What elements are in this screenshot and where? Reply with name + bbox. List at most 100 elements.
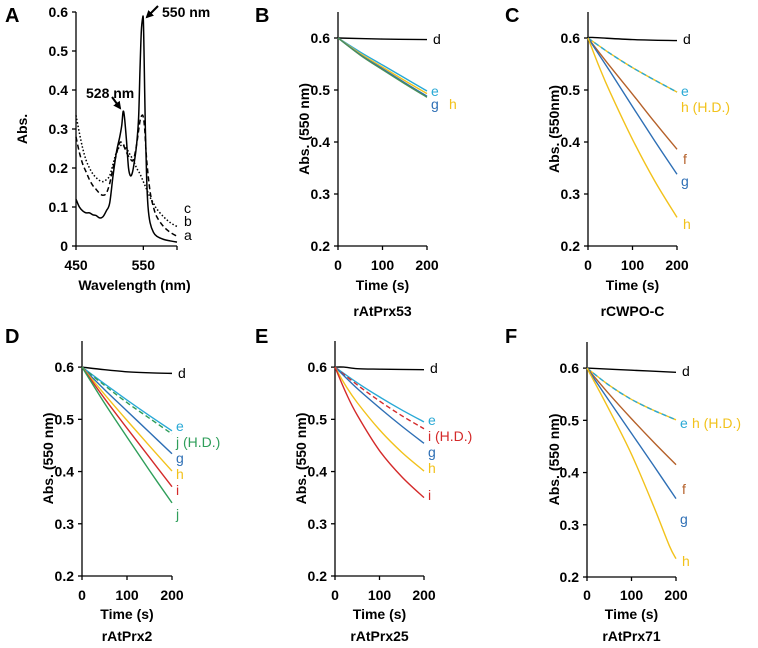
y-tick-label: 0.5 — [561, 82, 581, 98]
series-label: e — [680, 415, 688, 431]
y-tick-label: 0.3 — [308, 516, 328, 532]
series-label: d — [683, 31, 691, 47]
panel-letter: B — [255, 5, 269, 27]
series-label: h (H.D.) — [692, 415, 741, 431]
annotation-550nm: 550 nm — [162, 4, 210, 20]
x-tick-label: 0 — [583, 587, 591, 603]
series-d — [337, 37, 428, 41]
series-label: d — [433, 31, 441, 47]
series-d — [81, 366, 173, 375]
x-tick-label: 100 — [620, 587, 644, 603]
series-j-h-d — [81, 366, 173, 435]
x-tick-label: 200 — [664, 587, 688, 603]
x-tick-label: 550 — [132, 257, 156, 273]
series-label: i — [428, 487, 431, 503]
series-i — [81, 366, 173, 488]
y-axis-title: Abs. (550 nm) — [296, 83, 312, 175]
series-green — [337, 37, 428, 98]
series-d — [334, 366, 425, 371]
series-label: g — [428, 444, 436, 460]
panel-d: D 0.2 0.3 0.4 0.5 0.6 0 100 200 Abs. (550 nm) Time… — [5, 326, 220, 644]
series-e — [334, 366, 425, 423]
series-label: e — [681, 83, 689, 99]
annotation-528nm: 528 nm — [86, 85, 134, 101]
series-i — [334, 366, 425, 499]
y-tick-label: 0.4 — [311, 134, 331, 150]
series-d — [587, 36, 678, 42]
series-b — [75, 114, 178, 237]
panel-title: rCWPO-C — [601, 303, 665, 319]
x-tick-label: 200 — [415, 257, 439, 273]
series-label: h — [682, 553, 690, 569]
y-tick-label: 0.3 — [49, 121, 69, 137]
panel-letter: C — [505, 5, 519, 27]
series-label: j (H.D.) — [175, 434, 220, 450]
x-tick-label: 450 — [64, 257, 88, 273]
series-label: e — [431, 83, 439, 99]
y-tick-label: 0.5 — [49, 43, 69, 59]
y-tick-label: 0 — [60, 238, 68, 254]
x-axis-title: Time (s) — [605, 606, 658, 622]
series-label: j — [175, 506, 179, 522]
x-tick-label: 100 — [371, 257, 395, 273]
panel-title: rAtPrx2 — [102, 628, 153, 644]
y-tick-label: 0.6 — [55, 359, 75, 375]
x-axis-title: Wavelength (nm) — [78, 277, 190, 293]
y-tick-label: 0.5 — [55, 411, 75, 427]
series-g — [587, 37, 678, 175]
x-tick-label: 200 — [412, 587, 436, 603]
y-axis-title: Abs. (550 nm) — [546, 414, 562, 506]
y-tick-label: 0.2 — [311, 238, 331, 254]
series-label: h — [428, 460, 436, 476]
series-g — [586, 367, 677, 500]
y-tick-label: 0.3 — [311, 186, 331, 202]
y-tick-label: 0.3 — [560, 517, 580, 533]
y-tick-label: 0.4 — [49, 82, 69, 98]
y-axis-title: Abs. (550 nm) — [40, 413, 56, 505]
y-tick-label: 0.3 — [55, 516, 75, 532]
y-tick-label: 0.6 — [561, 30, 581, 46]
y-tick-label: 0.3 — [561, 186, 581, 202]
series-label: d — [430, 360, 438, 376]
x-tick-label: 100 — [621, 257, 645, 273]
y-tick-label: 0.2 — [308, 568, 328, 584]
series-e — [587, 37, 678, 93]
series-label: h — [449, 96, 457, 112]
x-tick-label: 100 — [368, 587, 392, 603]
series-e — [81, 366, 173, 432]
panel-title: rAtPrx71 — [602, 628, 661, 644]
y-tick-label: 0.5 — [311, 82, 331, 98]
panels: A 0 0.1 0.2 0.3 0.4 0.5 0.6 450 550 Abs. Wavelength… — [5, 4, 741, 644]
x-tick-label: 200 — [160, 587, 184, 603]
series-label: g — [680, 511, 688, 527]
panel-title: rAtPrx53 — [353, 303, 412, 319]
y-tick-label: 0.2 — [49, 160, 69, 176]
x-axis-title: Time (s) — [606, 277, 659, 293]
x-tick-label: 0 — [334, 257, 342, 273]
series-a — [75, 15, 178, 243]
y-tick-label: 0.6 — [49, 4, 69, 20]
y-tick-label: 0.6 — [311, 30, 331, 46]
panel-letter: E — [255, 326, 268, 348]
y-tick-label: 0.6 — [560, 360, 580, 376]
y-axis-title: Abs. (550 nm) — [293, 413, 309, 505]
series-label: f — [682, 481, 686, 497]
panel-b: B 0.2 0.3 0.4 0.5 0.6 0 100 200 Abs. (550 nm) Time… — [255, 5, 457, 319]
y-tick-label: 0.4 — [55, 464, 75, 480]
series-e — [586, 367, 677, 421]
series-label: i — [176, 482, 179, 498]
series-label-c: c — [184, 200, 191, 216]
panel-letter: D — [5, 326, 19, 348]
series-label: h — [683, 216, 691, 232]
y-tick-label: 0.2 — [55, 568, 75, 584]
panel-f: F 0.2 0.3 0.4 0.5 0.6 0 100 200 Abs. (550 nm) Time… — [505, 326, 741, 644]
panel-letter: F — [505, 326, 517, 348]
series-label: h — [176, 466, 184, 482]
series-label: g — [176, 450, 184, 466]
x-tick-label: 0 — [331, 587, 339, 603]
y-tick-label: 0.1 — [49, 199, 69, 215]
x-tick-label: 0 — [584, 257, 592, 273]
y-tick-label: 0.4 — [560, 465, 580, 481]
y-tick-label: 0.5 — [308, 411, 328, 427]
